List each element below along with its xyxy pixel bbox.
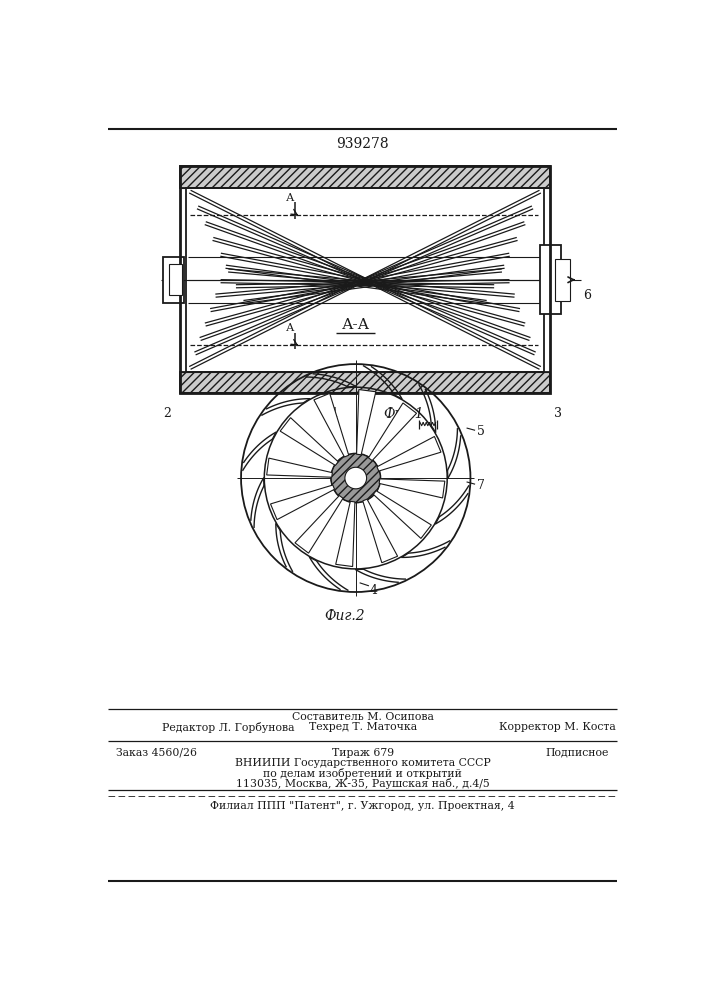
- Text: Редактор Л. Горбунова: Редактор Л. Горбунова: [162, 722, 295, 733]
- Text: 6: 6: [583, 289, 591, 302]
- Bar: [180, 166, 550, 188]
- Text: Составитель М. Осипова: Составитель М. Осипова: [292, 712, 433, 722]
- Text: ВНИИПИ Государственного комитета СССР: ВНИИПИ Государственного комитета СССР: [235, 758, 491, 768]
- Text: Заказ 4560/26: Заказ 4560/26: [115, 748, 197, 758]
- Text: Филиал ППП "Патент", г. Ужгород, ул. Проектная, 4: Филиал ППП "Патент", г. Ужгород, ул. Про…: [211, 801, 515, 811]
- Text: Корректор М. Коста: Корректор М. Коста: [499, 722, 616, 732]
- Bar: [180, 372, 550, 393]
- Text: 113035, Москва, Ж-35, Раушская наб., д.4/5: 113035, Москва, Ж-35, Раушская наб., д.4…: [236, 778, 490, 789]
- Text: 1: 1: [330, 407, 338, 420]
- Polygon shape: [314, 393, 349, 457]
- Polygon shape: [373, 491, 431, 538]
- Polygon shape: [377, 436, 441, 471]
- Polygon shape: [280, 418, 338, 465]
- Circle shape: [331, 453, 380, 503]
- Circle shape: [345, 467, 367, 489]
- Text: 4: 4: [370, 584, 378, 597]
- Text: Тираж 679: Тираж 679: [332, 748, 394, 758]
- Text: 3: 3: [554, 407, 562, 420]
- Text: А: А: [286, 323, 294, 333]
- Text: Техред Т. Маточка: Техред Т. Маточка: [309, 722, 417, 732]
- Text: Фиг.1: Фиг.1: [383, 407, 424, 421]
- Polygon shape: [271, 485, 334, 520]
- Text: А: А: [286, 193, 294, 203]
- Bar: [163, 257, 184, 303]
- Polygon shape: [363, 499, 397, 563]
- Bar: [180, 166, 550, 393]
- Polygon shape: [368, 403, 416, 461]
- Text: 939278: 939278: [337, 137, 389, 151]
- Text: А-А: А-А: [341, 318, 370, 332]
- Polygon shape: [379, 479, 445, 498]
- Polygon shape: [356, 390, 376, 455]
- Polygon shape: [295, 496, 343, 553]
- Text: 2: 2: [163, 407, 170, 420]
- Bar: [540, 245, 561, 314]
- Bar: [180, 372, 550, 393]
- Polygon shape: [267, 458, 332, 477]
- Bar: [180, 166, 550, 188]
- Text: 5: 5: [477, 425, 484, 438]
- Polygon shape: [336, 501, 355, 567]
- Bar: [186, 188, 544, 372]
- Bar: [169, 264, 182, 295]
- Text: Подписное: Подписное: [546, 748, 609, 758]
- Bar: [555, 259, 571, 301]
- Text: по делам изобретений и открытий: по делам изобретений и открытий: [263, 768, 462, 779]
- Text: 7: 7: [477, 479, 484, 492]
- Text: Фиг.2: Фиг.2: [324, 609, 364, 623]
